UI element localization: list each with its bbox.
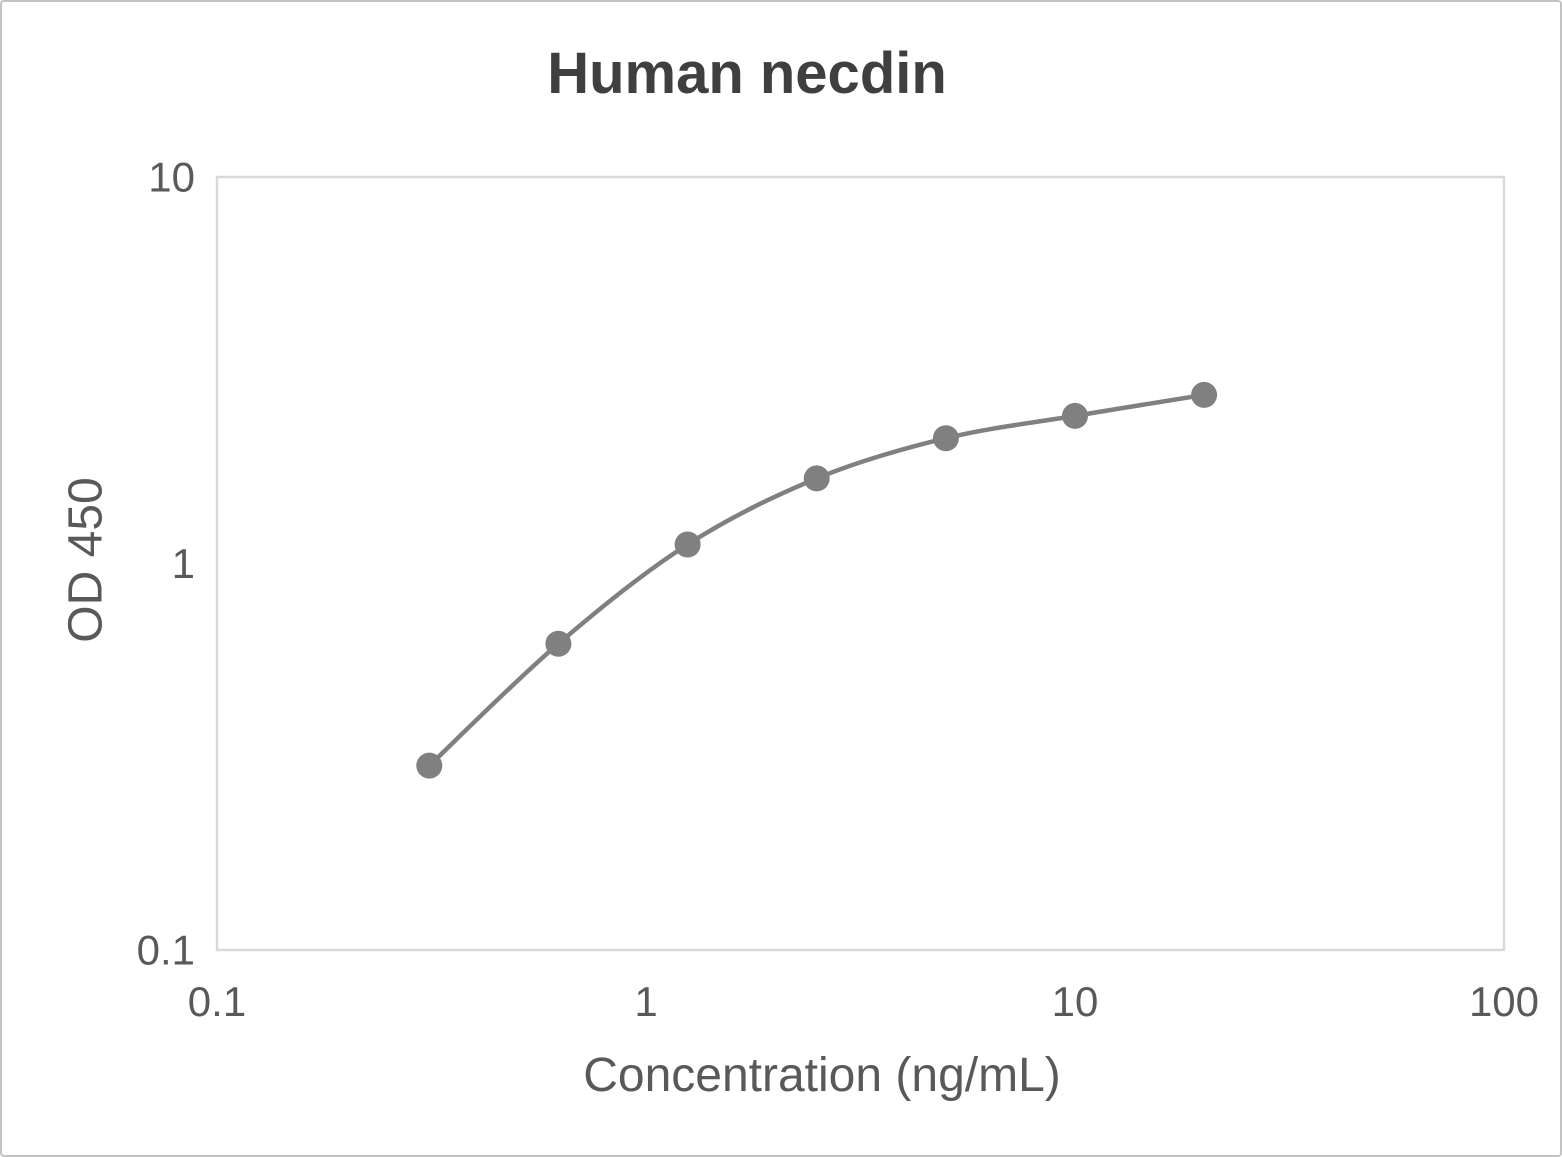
data-point-marker-3 [803, 465, 830, 492]
data-point-marker-6 [1191, 381, 1218, 408]
x-tick-label-0.1: 0.1 [188, 978, 246, 1025]
y-tick-label-0.1: 0.1 [137, 927, 195, 974]
x-axis-title: Concentration (ng/mL) [583, 1049, 1061, 1102]
y-tick-label-1: 1 [172, 540, 195, 587]
data-point-marker-0 [416, 752, 443, 779]
x-tick-label-10: 10 [1052, 978, 1099, 1025]
plot-area-border [215, 175, 1506, 952]
x-tick-label-1: 1 [634, 978, 657, 1025]
x-tick-label-100: 100 [1469, 978, 1539, 1025]
data-point-marker-1 [545, 630, 572, 657]
data-point-marker-2 [674, 531, 701, 558]
curve-line [427, 392, 1207, 768]
y-tick-label-10: 10 [148, 154, 195, 201]
data-point-marker-4 [932, 425, 959, 452]
chart-title: Human necdin [547, 41, 947, 106]
y-axis-title: OD 450 [59, 477, 113, 643]
data-point-marker-5 [1062, 402, 1088, 429]
